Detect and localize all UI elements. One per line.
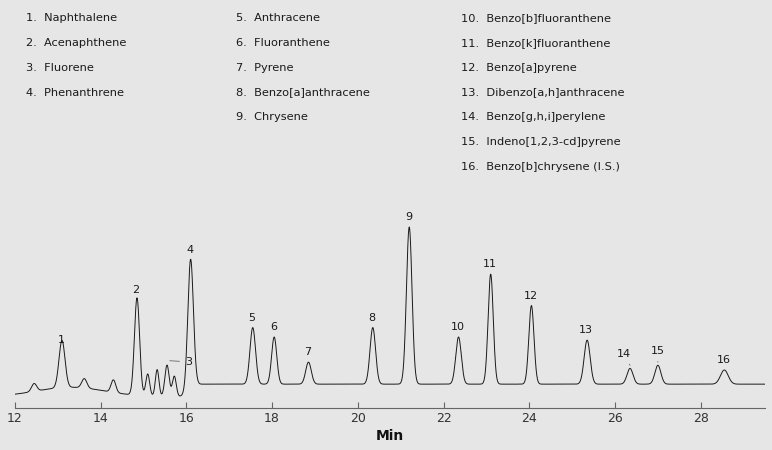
Text: 14.  Benzo[g,h,i]perylene: 14. Benzo[g,h,i]perylene <box>461 112 605 122</box>
Text: 3: 3 <box>170 357 192 367</box>
Text: 15: 15 <box>651 346 665 362</box>
Text: 12.  Benzo[a]pyrene: 12. Benzo[a]pyrene <box>461 63 577 72</box>
Text: 8: 8 <box>368 313 375 323</box>
Text: 4: 4 <box>186 244 193 255</box>
Text: 9.  Chrysene: 9. Chrysene <box>236 112 308 122</box>
Text: 1: 1 <box>58 335 65 345</box>
Text: 5: 5 <box>249 313 256 323</box>
Text: 12: 12 <box>523 291 537 301</box>
Text: 4.  Phenanthrene: 4. Phenanthrene <box>26 87 124 98</box>
Text: 9: 9 <box>405 212 412 222</box>
Text: 2.  Acenaphthene: 2. Acenaphthene <box>26 38 127 48</box>
Text: 7.  Pyrene: 7. Pyrene <box>236 63 293 72</box>
Text: 6.  Fluoranthene: 6. Fluoranthene <box>236 38 330 48</box>
Text: 15.  Indeno[1,2,3-cd]pyrene: 15. Indeno[1,2,3-cd]pyrene <box>461 137 621 147</box>
Text: 16.  Benzo[b]chrysene (I.S.): 16. Benzo[b]chrysene (I.S.) <box>461 162 620 172</box>
Text: 2: 2 <box>133 284 140 295</box>
Text: 11: 11 <box>482 259 497 270</box>
Text: 13: 13 <box>579 325 594 335</box>
Text: 1.  Naphthalene: 1. Naphthalene <box>26 13 117 23</box>
Text: 3.  Fluorene: 3. Fluorene <box>26 63 94 72</box>
Text: 6: 6 <box>270 322 277 332</box>
Text: 7: 7 <box>304 347 311 357</box>
Text: 14: 14 <box>617 349 631 365</box>
Text: 10: 10 <box>451 322 465 332</box>
Text: 5.  Anthracene: 5. Anthracene <box>236 13 320 23</box>
Text: 10.  Benzo[b]fluoranthene: 10. Benzo[b]fluoranthene <box>461 13 611 23</box>
Text: 13.  Dibenzo[a,h]anthracene: 13. Dibenzo[a,h]anthracene <box>461 87 625 98</box>
Text: 16: 16 <box>716 356 730 365</box>
Text: 11.  Benzo[k]fluoranthene: 11. Benzo[k]fluoranthene <box>461 38 611 48</box>
X-axis label: Min: Min <box>376 429 404 443</box>
Text: 8.  Benzo[a]anthracene: 8. Benzo[a]anthracene <box>236 87 370 98</box>
